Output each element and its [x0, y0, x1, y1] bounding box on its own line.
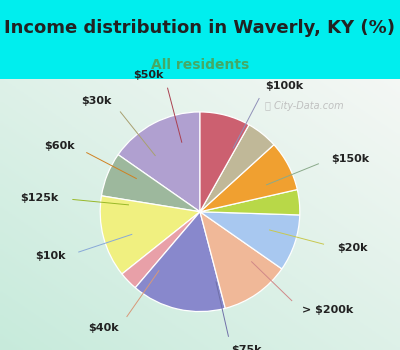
Wedge shape: [102, 155, 200, 212]
Wedge shape: [200, 145, 297, 212]
Wedge shape: [200, 212, 300, 269]
Text: $50k: $50k: [134, 70, 164, 80]
Wedge shape: [200, 190, 300, 215]
Text: All residents: All residents: [151, 57, 249, 72]
Text: $125k: $125k: [21, 193, 59, 203]
Wedge shape: [122, 212, 200, 288]
Text: $75k: $75k: [232, 345, 262, 350]
Text: $60k: $60k: [44, 141, 74, 151]
Wedge shape: [118, 112, 200, 212]
Text: $20k: $20k: [337, 243, 368, 253]
Text: > $200k: > $200k: [302, 305, 353, 315]
Wedge shape: [135, 212, 225, 312]
Text: $30k: $30k: [81, 96, 112, 106]
Wedge shape: [100, 196, 200, 274]
Text: $40k: $40k: [88, 323, 119, 333]
Text: Income distribution in Waverly, KY (%): Income distribution in Waverly, KY (%): [4, 19, 396, 36]
Wedge shape: [200, 112, 249, 212]
Wedge shape: [200, 125, 274, 212]
Text: $10k: $10k: [35, 251, 66, 261]
Text: ⓘ City-Data.com: ⓘ City-Data.com: [265, 101, 343, 111]
Text: $150k: $150k: [331, 154, 370, 163]
Text: $100k: $100k: [266, 81, 304, 91]
Wedge shape: [200, 212, 282, 308]
